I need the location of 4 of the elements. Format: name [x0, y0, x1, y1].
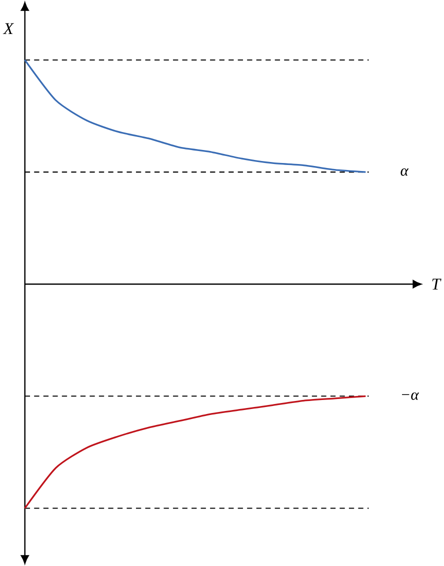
ref-line-label: −α: [402, 392, 420, 400]
ref-line-label: α: [400, 168, 409, 176]
x-axis-title: T: [432, 278, 442, 290]
y-axis-title: X: [2, 23, 14, 34]
